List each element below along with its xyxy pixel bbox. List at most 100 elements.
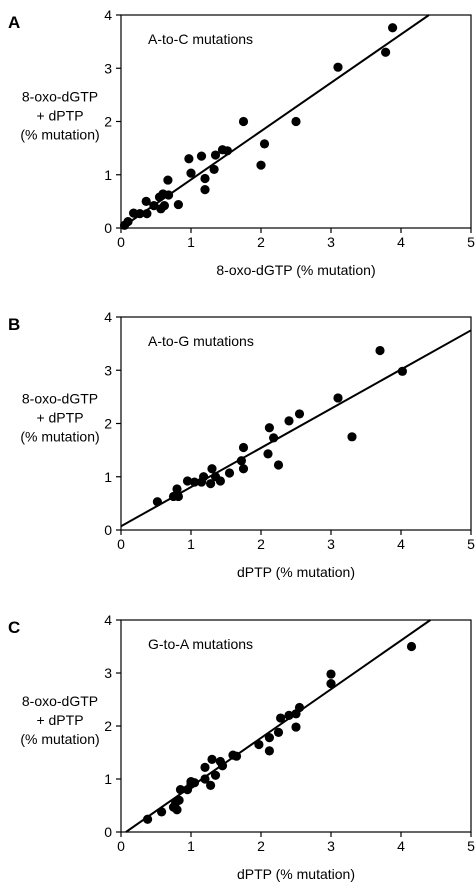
data-point (200, 185, 210, 195)
x-tick-label: 1 (187, 234, 195, 250)
data-point (152, 497, 162, 507)
y-tick-label: 1 (104, 469, 112, 485)
y-tick-label: 2 (104, 718, 112, 734)
y-tick-label: 0 (104, 220, 112, 236)
data-point (264, 733, 274, 743)
data-point (254, 739, 264, 750)
x-tick-label: 1 (187, 536, 195, 552)
data-point (263, 449, 273, 459)
data-point (189, 477, 200, 487)
data-point (206, 479, 216, 489)
y-tick-label: 3 (104, 60, 112, 76)
data-point (189, 778, 200, 788)
data-point (200, 173, 210, 184)
y-axis-label-line: + dPTP (36, 108, 83, 124)
data-point (210, 770, 221, 780)
y-tick-label: 2 (104, 114, 112, 130)
y-tick-label: 3 (104, 362, 112, 378)
data-point (333, 62, 343, 72)
data-point (238, 442, 249, 453)
mutation-annotation: A-to-C mutations (148, 31, 253, 47)
data-point (157, 807, 167, 817)
y-tick-label: 1 (104, 771, 112, 787)
x-tick-label: 0 (117, 536, 125, 552)
data-point (199, 472, 209, 482)
x-tick-label: 3 (327, 838, 335, 854)
data-point (141, 196, 151, 206)
data-point (184, 154, 194, 164)
data-point (159, 201, 169, 211)
chart-panel-a: 0 1 2 3 4 5 0 1 2 3 4 8-oxo-dGTP (% mutation) 8-oxo-… (8, 7, 475, 278)
data-point (273, 460, 284, 470)
mutation-annotation: G-to-A mutations (148, 636, 253, 652)
x-tick-label: 2 (257, 234, 265, 250)
data-point (256, 160, 266, 170)
data-point (186, 168, 196, 178)
x-tick-label: 5 (467, 536, 475, 552)
data-point (276, 713, 286, 723)
data-point (231, 751, 242, 761)
x-axis-label: dPTP (% mutation) (237, 564, 355, 580)
y-axis-label-line: + dPTP (36, 712, 83, 728)
y-axis-label-line: 8-oxo-dGTP (22, 693, 98, 709)
data-point (209, 164, 219, 175)
y-axis-label-line: (% mutation) (20, 731, 99, 747)
y-tick-label: 1 (104, 167, 112, 183)
data-point (224, 468, 235, 478)
x-tick-label: 3 (327, 234, 335, 250)
data-point (381, 47, 391, 57)
data-point (196, 151, 207, 161)
chart-panel-b: 0 1 2 3 4 5 0 1 2 3 4 dPTP (% mutation) 8-oxo-dGTP + … (8, 309, 475, 580)
y-tick-label: 4 (104, 309, 112, 325)
data-point (333, 393, 343, 403)
y-tick-label: 2 (104, 416, 112, 432)
data-point (326, 679, 336, 689)
data-point (173, 199, 183, 210)
y-axis-label-line: 8-oxo-dGTP (22, 89, 98, 105)
data-point (182, 476, 193, 486)
y-tick-label: 0 (104, 824, 112, 840)
panel-label: A (8, 13, 20, 32)
y-axis-label-line: 8-oxo-dGTP (22, 391, 98, 407)
x-tick-label: 2 (257, 536, 265, 552)
data-point (207, 754, 217, 764)
data-point (123, 217, 133, 227)
x-tick-label: 0 (117, 838, 125, 854)
data-point (273, 727, 284, 737)
data-point (284, 710, 294, 721)
y-axis-label-line: (% mutation) (20, 429, 99, 445)
x-tick-label: 4 (397, 234, 405, 250)
data-point (291, 116, 301, 127)
data-point (210, 150, 221, 160)
panel-label: B (8, 315, 20, 334)
data-point (397, 366, 407, 376)
y-axis-label-line: (% mutation) (20, 127, 99, 143)
data-point (294, 409, 305, 419)
data-point (375, 345, 385, 356)
data-point (347, 432, 357, 442)
data-point (291, 722, 301, 732)
data-point (284, 416, 294, 426)
y-tick-label: 0 (104, 522, 112, 538)
data-point (215, 476, 225, 486)
data-point (236, 456, 246, 466)
data-point (238, 116, 249, 127)
data-point (269, 433, 279, 443)
x-tick-label: 2 (257, 838, 265, 854)
x-axis-label: dPTP (% mutation) (237, 866, 355, 882)
data-point (222, 146, 232, 156)
data-point (238, 464, 249, 474)
data-point (217, 761, 228, 771)
x-axis-label: 8-oxo-dGTP (% mutation) (216, 262, 375, 278)
data-point (326, 669, 336, 679)
data-point (200, 762, 210, 772)
data-point (259, 139, 270, 149)
data-point (164, 190, 174, 200)
data-point (142, 209, 152, 219)
data-point (143, 814, 153, 824)
data-point (406, 641, 417, 652)
x-tick-label: 5 (467, 234, 475, 250)
data-point (207, 464, 217, 474)
mutation-annotation: A-to-G mutations (148, 333, 254, 349)
